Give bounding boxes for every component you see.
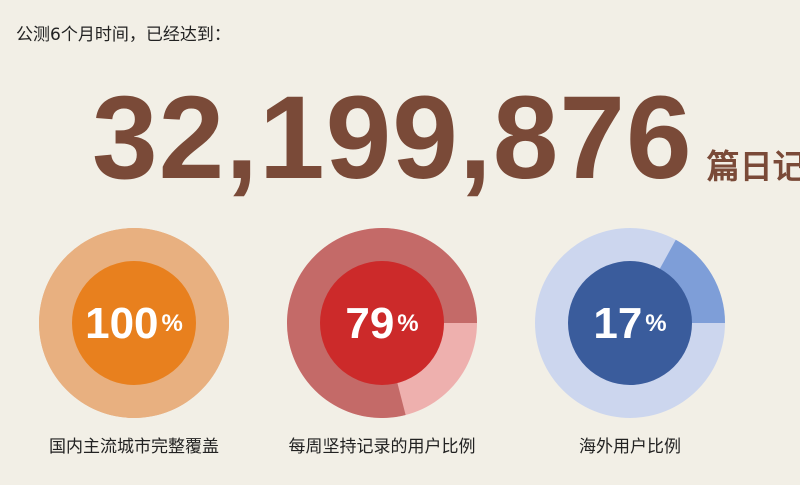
donut-center <box>568 261 692 385</box>
percent-sign: % <box>162 310 183 337</box>
donut-fill-segment <box>287 228 477 418</box>
percent-value-text: 79% <box>345 299 418 348</box>
city-coverage-donut: 100% <box>39 228 229 418</box>
percent-value: 79 <box>345 299 394 348</box>
percent-value-text: 17% <box>593 299 666 348</box>
intro-text: 公测6个月时间，已经达到： <box>16 25 231 45</box>
stat-label: 海外用户比例 <box>579 437 681 457</box>
percent-sign: % <box>397 310 418 337</box>
stat-overseas-users: 17% 海外用户比例 <box>510 228 750 457</box>
stat-weekly-users: 79% 每周坚持记录的用户比例 <box>262 228 502 457</box>
weekly-users-donut: 79% <box>287 228 477 418</box>
stat-label: 每周坚持记录的用户比例 <box>288 437 476 457</box>
diary-count-headline: 32,199,876 篇日记 <box>92 78 800 198</box>
stat-city-coverage: 100% 国内主流城市完整覆盖 <box>14 228 254 457</box>
percent-value: 100 <box>85 299 158 348</box>
percent-value-text: 100% <box>85 299 183 348</box>
percent-value: 17 <box>593 299 642 348</box>
diary-count: 32,199,876 <box>92 72 693 204</box>
diary-count-unit: 篇日记 <box>706 147 800 186</box>
stat-label: 国内主流城市完整覆盖 <box>49 437 219 457</box>
donut-center <box>72 261 196 385</box>
donut-center <box>320 261 444 385</box>
percent-sign: % <box>645 310 666 337</box>
overseas-users-donut: 17% <box>535 228 725 418</box>
